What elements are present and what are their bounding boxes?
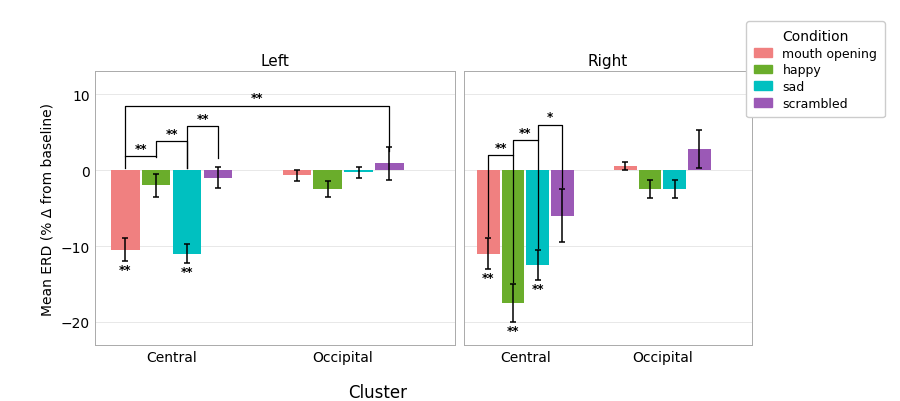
- Bar: [614, 167, 636, 171]
- Text: **: **: [494, 142, 507, 154]
- Bar: [663, 171, 686, 190]
- Text: *: *: [547, 111, 553, 124]
- Text: **: **: [166, 128, 178, 141]
- Text: Right: Right: [588, 54, 627, 69]
- Bar: [142, 171, 170, 186]
- Bar: [526, 171, 549, 265]
- Bar: [283, 171, 311, 176]
- Bar: [375, 164, 403, 171]
- Bar: [112, 171, 140, 250]
- Text: **: **: [119, 264, 131, 277]
- Bar: [688, 150, 711, 171]
- Legend: mouth opening, happy, sad, scrambled: mouth opening, happy, sad, scrambled: [746, 22, 885, 118]
- Bar: [639, 171, 662, 190]
- Bar: [313, 171, 342, 190]
- Text: **: **: [507, 324, 519, 337]
- Y-axis label: Mean ERD (% Δ from baseline): Mean ERD (% Δ from baseline): [40, 102, 55, 315]
- Text: Left: Left: [260, 54, 289, 69]
- Text: **: **: [196, 113, 209, 126]
- Text: **: **: [531, 283, 544, 296]
- Bar: [551, 171, 573, 216]
- Text: **: **: [519, 126, 532, 139]
- Text: **: **: [134, 143, 147, 156]
- Text: **: **: [482, 271, 494, 284]
- Bar: [173, 171, 202, 254]
- Text: Cluster: Cluster: [348, 383, 408, 401]
- Bar: [501, 171, 524, 303]
- Text: **: **: [251, 92, 264, 105]
- Bar: [203, 171, 232, 178]
- Bar: [345, 171, 373, 173]
- Text: **: **: [181, 265, 194, 278]
- Bar: [477, 171, 500, 254]
